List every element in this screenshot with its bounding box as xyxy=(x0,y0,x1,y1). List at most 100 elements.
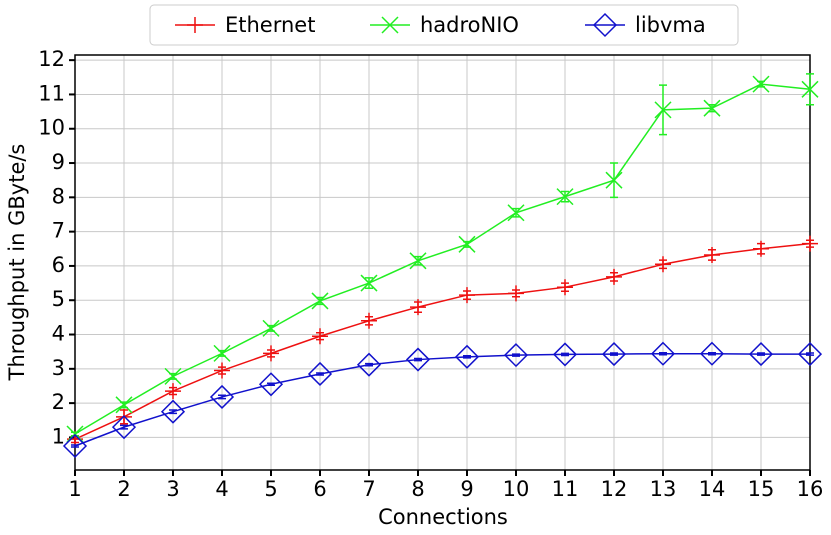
error-bar xyxy=(806,352,814,356)
x-tick-label: 1 xyxy=(68,477,81,501)
error-bar xyxy=(708,351,716,356)
x-tick-label: 13 xyxy=(650,477,677,501)
legend-label: libvma xyxy=(635,13,706,37)
marker xyxy=(753,240,769,257)
marker xyxy=(458,235,476,253)
marker xyxy=(797,342,823,367)
y-tick-label: 4 xyxy=(52,322,65,346)
marker xyxy=(655,256,671,273)
legend-marker xyxy=(592,12,618,38)
marker xyxy=(556,188,574,206)
plot-frame xyxy=(74,54,811,471)
error-bar xyxy=(463,355,471,359)
x-tick-label: 14 xyxy=(699,477,726,501)
marker xyxy=(802,235,818,252)
marker xyxy=(360,274,378,292)
series xyxy=(67,235,818,448)
x-tick-label: 16 xyxy=(797,477,824,501)
marker xyxy=(801,80,819,98)
x-tick-label: 15 xyxy=(748,477,775,501)
marker xyxy=(115,396,133,414)
error-bar xyxy=(71,444,79,448)
x-tick-label: 8 xyxy=(411,477,424,501)
marker xyxy=(699,341,725,366)
marker xyxy=(62,433,88,459)
marker xyxy=(606,268,622,285)
error-bar xyxy=(218,394,226,400)
x-tick-label: 9 xyxy=(460,477,473,501)
marker xyxy=(160,399,186,424)
error-bar xyxy=(414,357,422,362)
marker xyxy=(552,342,578,367)
y-tick-label: 8 xyxy=(52,184,65,208)
error-bar xyxy=(120,424,128,430)
series xyxy=(62,341,823,459)
error-bar xyxy=(267,382,275,387)
marker xyxy=(311,292,329,310)
series-line xyxy=(74,352,810,447)
y-tick-label: 9 xyxy=(52,150,65,174)
series-line xyxy=(74,83,811,435)
legend-marker xyxy=(187,17,203,33)
marker xyxy=(601,342,627,367)
series-line xyxy=(74,242,811,440)
marker xyxy=(704,246,720,263)
marker xyxy=(557,279,573,296)
legend-marker xyxy=(381,16,399,34)
y-tick-label: 5 xyxy=(52,287,65,311)
marker xyxy=(356,352,382,377)
marker xyxy=(258,372,284,397)
marker xyxy=(752,75,770,93)
x-tick-label: 4 xyxy=(215,477,228,501)
error-bar xyxy=(512,353,520,357)
y-tick-label: 12 xyxy=(38,47,65,71)
marker xyxy=(214,362,230,379)
marker xyxy=(307,361,333,387)
error-bar xyxy=(316,372,324,376)
x-tick-label: 2 xyxy=(117,477,130,501)
marker xyxy=(165,383,181,400)
marker xyxy=(312,328,328,345)
error-bar xyxy=(169,409,177,415)
x-tick-label: 3 xyxy=(166,477,179,501)
marker xyxy=(503,343,529,368)
x-tick-label: 5 xyxy=(264,477,277,501)
x-axis-label: Connections xyxy=(378,505,508,529)
marker xyxy=(703,99,721,117)
x-tick-label: 10 xyxy=(503,477,530,501)
marker xyxy=(405,347,431,372)
error-bar xyxy=(610,352,618,356)
marker xyxy=(164,367,182,385)
marker xyxy=(213,344,231,362)
y-tick-label: 2 xyxy=(52,390,65,414)
error-bar xyxy=(757,352,765,356)
y-tick-label: 10 xyxy=(38,116,65,140)
marker xyxy=(654,101,672,119)
y-tick-label: 7 xyxy=(52,219,65,243)
error-bar xyxy=(561,352,569,357)
marker xyxy=(605,171,623,189)
marker xyxy=(262,319,280,337)
x-tick-label: 7 xyxy=(362,477,375,501)
x-tick-label: 6 xyxy=(313,477,326,501)
legend-label: Ethernet xyxy=(225,13,315,37)
marker xyxy=(409,252,427,270)
x-tick-label: 12 xyxy=(601,477,628,501)
x-tick-label: 11 xyxy=(552,477,579,501)
y-tick-label: 11 xyxy=(38,81,65,105)
legend: Ethernet hadroNIO libvma xyxy=(149,4,739,46)
marker xyxy=(748,342,774,367)
marker xyxy=(508,285,524,302)
marker xyxy=(650,341,676,366)
marker xyxy=(507,204,525,222)
marker xyxy=(263,345,279,362)
y-tick-label: 6 xyxy=(52,253,65,277)
y-axis-label: Throughput in GByte/s xyxy=(5,144,29,382)
marker xyxy=(209,384,235,410)
error-bar xyxy=(659,351,667,356)
marker xyxy=(459,287,475,304)
y-tick-label: 3 xyxy=(52,356,65,380)
error-bar xyxy=(365,362,373,367)
marker xyxy=(454,344,480,369)
